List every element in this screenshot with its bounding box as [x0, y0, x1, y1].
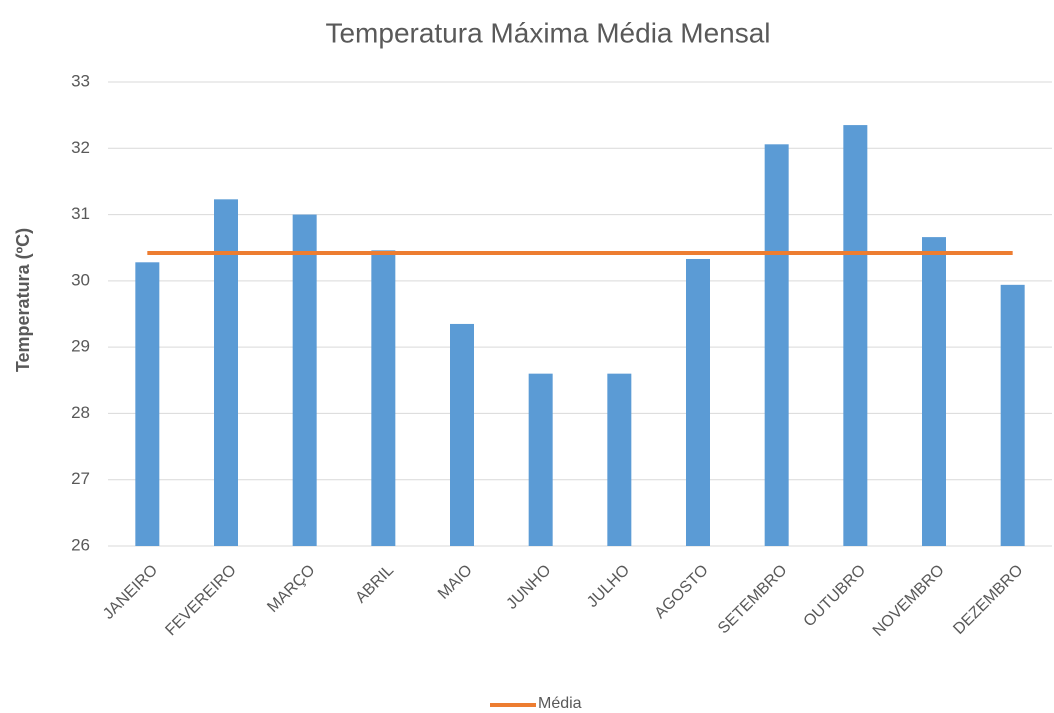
y-axis-title: Temperatura (ºC): [13, 228, 33, 372]
legend-label: Média: [538, 695, 582, 712]
chart-title: Temperatura Máxima Média Mensal: [325, 17, 770, 48]
y-tick-label: 27: [71, 469, 90, 488]
bar: [922, 237, 946, 546]
y-tick-label: 33: [71, 71, 90, 90]
y-tick-label: 26: [71, 535, 90, 554]
bar: [1000, 284, 1025, 546]
bar: [214, 199, 238, 546]
bar: [843, 125, 868, 546]
bar: [371, 250, 396, 546]
y-tick-label: 29: [71, 337, 90, 356]
y-tick-label: 30: [71, 270, 90, 289]
y-tick-label: 32: [71, 138, 90, 157]
y-tick-label: 31: [71, 204, 90, 223]
bar: [528, 373, 553, 546]
bar: [450, 323, 474, 546]
bar: [135, 262, 160, 546]
bar: [764, 144, 789, 546]
y-tick-label: 28: [71, 403, 90, 422]
bar: [292, 214, 317, 547]
bar: [607, 373, 632, 546]
bar: [686, 258, 710, 546]
